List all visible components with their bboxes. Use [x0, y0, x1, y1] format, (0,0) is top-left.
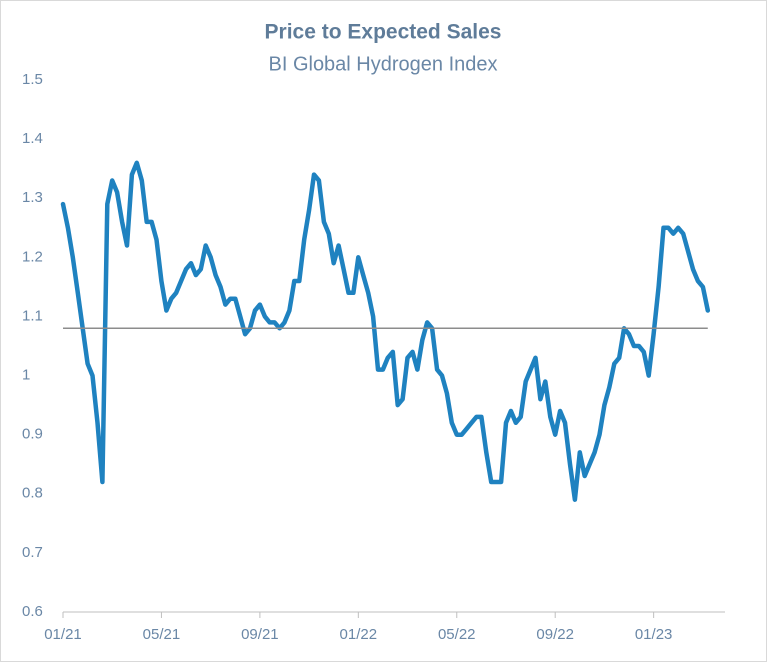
x-tick-label: 09/21: [241, 626, 279, 643]
y-tick-label: 0.7: [22, 544, 43, 561]
y-tick-label: 1.2: [22, 248, 43, 265]
y-tick-label: 1.4: [22, 130, 43, 147]
y-tick-label: 1.5: [22, 71, 43, 88]
x-tick-label: 09/22: [536, 626, 574, 643]
x-tick-label: 01/22: [340, 626, 378, 643]
chart-subtitle: BI Global Hydrogen Index: [268, 53, 497, 75]
x-tick-label: 01/23: [635, 626, 673, 643]
data-line: [60, 160, 711, 502]
x-tick-label: 05/21: [143, 626, 181, 643]
y-tick-label: 1: [22, 367, 30, 384]
x-tick-label: 01/21: [44, 626, 82, 643]
y-tick-label: 1.3: [22, 189, 43, 206]
y-tick-label: 0.8: [22, 485, 43, 502]
chart-title: Price to Expected Sales: [265, 21, 502, 44]
y-tick-label: 1.1: [22, 307, 43, 324]
y-tick-label: 0.9: [22, 426, 43, 443]
x-tick-label: 05/22: [438, 626, 476, 643]
y-tick-label: 0.6: [22, 603, 43, 620]
